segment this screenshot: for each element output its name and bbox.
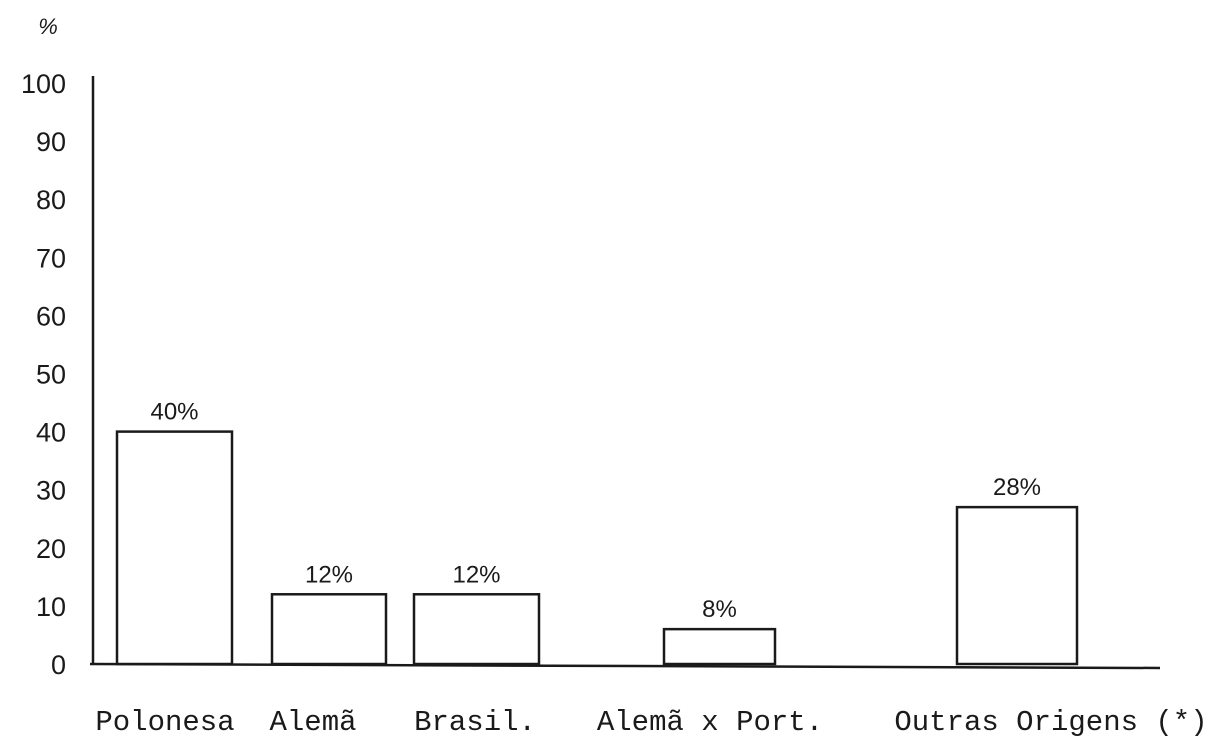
category-label: Outras Origens (*) bbox=[894, 706, 1207, 739]
bar bbox=[955, 505, 1079, 666]
data-label: 8% bbox=[702, 596, 737, 623]
y-tick-label: 10 bbox=[36, 592, 66, 622]
category-label: Alemã bbox=[269, 706, 356, 739]
x-axis-line bbox=[89, 662, 1161, 670]
y-axis-title: % bbox=[38, 14, 58, 39]
data-label: 40% bbox=[150, 399, 198, 426]
data-label: 12% bbox=[452, 561, 500, 588]
y-tick-label: 50 bbox=[36, 360, 66, 390]
bar bbox=[115, 430, 234, 666]
category-label: Polonesa bbox=[95, 706, 234, 739]
y-tick-label: 80 bbox=[36, 185, 66, 215]
bars bbox=[115, 430, 1079, 666]
y-tick-label: 20 bbox=[36, 534, 66, 564]
bar bbox=[662, 627, 777, 666]
bar bbox=[270, 593, 388, 666]
y-tick-label: 0 bbox=[51, 650, 66, 680]
y-tick-labels: 0 10 20 30 40 50 60 70 80 90 100 bbox=[21, 69, 66, 680]
category-labels: Polonesa Alemã Brasil. Alemã x Port. Outras … bbox=[95, 706, 1207, 739]
y-tick-label: 70 bbox=[36, 243, 66, 273]
category-label: Brasil. bbox=[414, 706, 536, 739]
data-labels: 40% 12% 12% 8% 28% bbox=[150, 399, 1041, 624]
data-label: 12% bbox=[305, 561, 353, 588]
y-tick-label: 30 bbox=[36, 476, 66, 506]
category-label: Alemã x Port. bbox=[597, 706, 823, 739]
data-label: 28% bbox=[993, 474, 1041, 501]
bar bbox=[412, 593, 541, 666]
y-tick-label: 60 bbox=[36, 301, 66, 331]
y-tick-label: 90 bbox=[36, 127, 66, 157]
y-tick-label: 100 bbox=[21, 69, 66, 99]
y-tick-label: 40 bbox=[36, 418, 66, 448]
